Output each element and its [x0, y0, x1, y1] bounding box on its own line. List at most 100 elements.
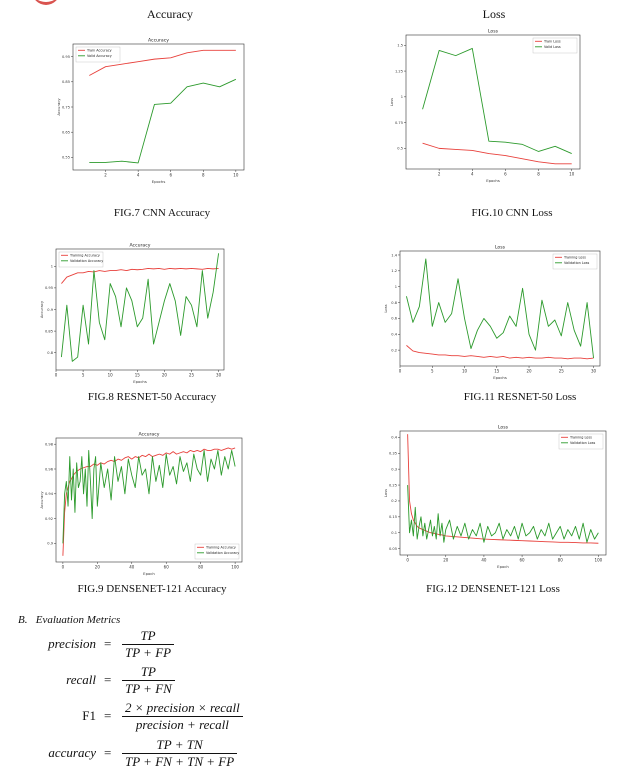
x-tick-label: 2	[438, 172, 441, 177]
section-heading: B. Evaluation Metrics	[18, 614, 121, 626]
chart-title: Accuracy	[148, 38, 169, 44]
legend-label: Train Loss	[543, 40, 561, 44]
y-tick-label: 0.4	[391, 436, 397, 440]
y-tick-label: 0.8	[47, 351, 53, 355]
y-tick-label: 0.65	[62, 131, 70, 135]
densenet121-accuracy-chart: Accuracy 0 20 40 60 80 100 0.9 0.92 0.94 0.96 0.98 E…	[39, 432, 243, 576]
series-line	[89, 78, 237, 164]
legend-box	[75, 46, 121, 63]
resnet50-accuracy-chart: Accuracy 0 5 10 15 20 25 30 0.8 0.85 0.9 0.95 1 Epoch…	[39, 243, 225, 384]
denominator: TP + FP	[122, 644, 175, 661]
x-tick-label: 80	[198, 565, 204, 570]
equation-lhs: recall	[66, 672, 96, 687]
y-tick-label: 0.75	[62, 105, 70, 109]
legend-label: Validation Accuracy	[70, 259, 103, 263]
series-line	[422, 47, 572, 154]
series-line	[407, 485, 599, 543]
denominator: TP + FN + TN + FP	[122, 753, 238, 770]
legend-label: Validation Accuracy	[206, 551, 239, 555]
x-tick-label: 60	[520, 558, 526, 563]
y-tick-label: 0.2	[391, 348, 397, 352]
series-line	[60, 253, 220, 362]
numerator: TP	[140, 628, 156, 643]
plot-frame	[55, 437, 243, 563]
caption-fig10: FIG.10 CNN Loss	[471, 207, 553, 219]
x-tick-label: 10	[569, 172, 575, 177]
chart-title: Accuracy	[139, 432, 160, 438]
caption-fig12: FIG.12 DENSENET-121 Loss	[426, 583, 560, 595]
x-tick-label: 20	[443, 558, 449, 563]
fraction: TP + TN TP + FN + TN + FP	[122, 737, 238, 770]
logo-fragment	[32, 0, 60, 5]
x-tick-label: 25	[189, 373, 195, 378]
x-tick-label: 60	[164, 565, 170, 570]
y-tick-label: 1.25	[395, 69, 403, 73]
series-line	[89, 49, 236, 76]
x-tick-label: 20	[162, 373, 168, 378]
series-line	[406, 258, 594, 359]
y-tick-label: 1.4	[391, 253, 397, 257]
x-tick-label: 6	[169, 173, 172, 178]
x-tick-label: 0	[406, 558, 409, 563]
legend-box	[532, 37, 578, 54]
y-tick-label: 0.4	[391, 333, 397, 337]
x-tick-label: 8	[537, 172, 540, 177]
series-line	[407, 434, 599, 544]
x-axis-label: Epochs	[493, 375, 507, 380]
x-tick-label: 25	[559, 369, 565, 374]
y-tick-label: 0.5	[397, 147, 403, 151]
x-tick-label: 6	[504, 172, 507, 177]
y-tick-label: 0.05	[389, 547, 397, 551]
x-tick-label: 0	[399, 369, 402, 374]
y-tick-label: 0.3	[391, 467, 397, 471]
x-tick-label: 100	[595, 558, 603, 563]
series-line	[422, 142, 572, 165]
resnet50-loss-chart: Loss 0 5 10 15 20 25 30 0.2 0.4 0.6 0.8 1 1.2 1.4 Epoch…	[383, 245, 601, 380]
chart-title: Loss	[498, 425, 509, 431]
legend-label: Valid Loss	[544, 45, 561, 49]
denominator: precision + recall	[122, 716, 243, 733]
x-tick-label: 2	[104, 173, 107, 178]
plot-frame	[405, 34, 581, 170]
y-tick-label: 0.85	[45, 329, 53, 333]
y-tick-label: 0.75	[395, 121, 403, 125]
x-tick-label: 10	[233, 173, 239, 178]
caption-fig7: FIG.7 CNN Accuracy	[113, 207, 211, 219]
chart-title: Loss	[495, 245, 506, 251]
y-tick-label: 0.92	[45, 517, 53, 521]
equals-sign: =	[104, 708, 112, 723]
y-tick-label: 1.5	[397, 44, 403, 48]
legend-label: Train Accuracy	[86, 49, 112, 53]
x-tick-label: 15	[135, 373, 141, 378]
y-axis-label: Accuracy	[39, 300, 44, 318]
y-tick-label: 0.1	[391, 531, 397, 535]
chart-title: Loss	[488, 29, 499, 35]
fraction: 2 × precision × recall precision + recal…	[122, 700, 243, 733]
x-tick-label: 30	[591, 369, 597, 374]
x-tick-label: 80	[558, 558, 564, 563]
x-tick-label: 5	[431, 369, 434, 374]
y-tick-label: 0.6	[391, 317, 397, 321]
legend-label: Training Accuracy	[69, 254, 100, 258]
equation-lhs: precision	[48, 636, 96, 651]
y-axis-label: Loss	[389, 98, 394, 106]
x-axis-label: Epoch	[497, 564, 509, 569]
x-tick-label: 15	[494, 369, 500, 374]
y-tick-label: 0.15	[389, 515, 397, 519]
x-tick-label: 40	[129, 565, 135, 570]
y-tick-label: 0.9	[47, 308, 53, 312]
cnn-loss-chart: Loss 2 4 6 8 10 0.5 0.75 1 1.25 1.5 Epochs Loss Train…	[389, 29, 581, 183]
y-tick-label: 0.94	[45, 492, 54, 496]
densenet121-loss-chart: Loss 0 20 40 60 80 100 0.05 0.1 0.15 0.2 0.25 0.3 0.3…	[383, 425, 607, 569]
series-line	[61, 268, 219, 284]
numerator: TP	[140, 664, 156, 679]
numerator: TP + TN	[156, 737, 203, 752]
series-line	[62, 447, 236, 556]
equation-lhs: accuracy	[48, 745, 96, 760]
x-tick-label: 5	[82, 373, 85, 378]
y-tick-label: 0.55	[62, 156, 70, 160]
x-axis-label: Epoch	[143, 571, 155, 576]
x-tick-label: 100	[231, 565, 239, 570]
accuracy-column-title: Accuracy	[147, 7, 193, 21]
equation-lhs: F1	[82, 708, 96, 723]
